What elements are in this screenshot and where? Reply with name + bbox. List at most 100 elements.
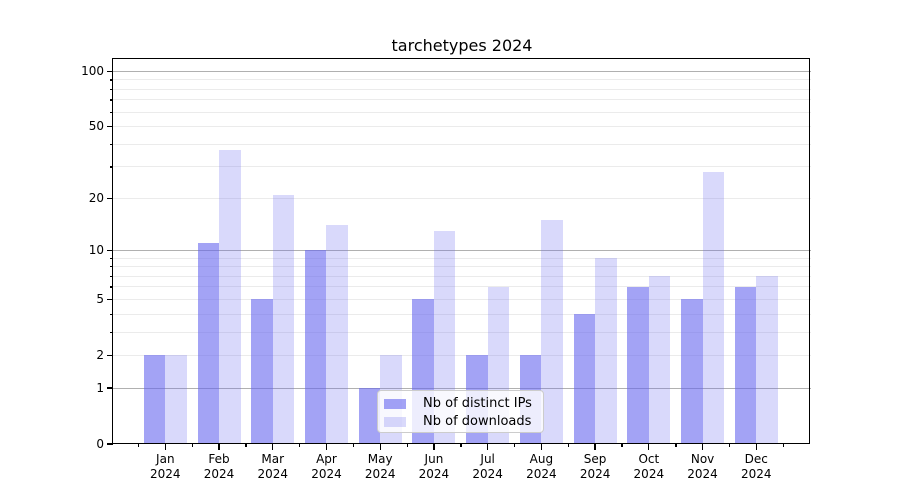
y-tick-label-1: 1 bbox=[96, 380, 104, 395]
y-gridline-minor bbox=[113, 166, 811, 168]
bar-distinct-ips-apr bbox=[304, 250, 327, 444]
y-tick bbox=[107, 443, 113, 445]
y-tick-minor bbox=[109, 313, 113, 315]
y-tick-label-10: 10 bbox=[88, 242, 104, 257]
x-label-year: 2024 bbox=[633, 467, 665, 481]
bar-downloads-feb bbox=[219, 150, 241, 444]
y-tick bbox=[107, 354, 113, 356]
x-tick bbox=[487, 444, 489, 450]
y-tick-minor bbox=[109, 99, 113, 101]
bar-downloads-apr bbox=[326, 225, 348, 444]
x-label-month: Aug bbox=[529, 452, 554, 466]
x-tick-label-sep: Sep 2024 bbox=[567, 452, 623, 482]
x-tick-minor bbox=[299, 444, 301, 447]
x-label-month: Dec bbox=[744, 452, 768, 466]
x-tick-minor bbox=[406, 444, 408, 447]
legend-label-downloads: Nb of downloads bbox=[423, 414, 532, 429]
x-label-month: Jul bbox=[480, 452, 495, 466]
bar-downloads-dec bbox=[756, 276, 778, 444]
x-tick-label-jan: Jan 2024 bbox=[137, 452, 193, 482]
y-tick-minor bbox=[109, 143, 113, 146]
y-tick-label-2: 2 bbox=[96, 347, 104, 362]
y-gridline-minor bbox=[113, 275, 811, 277]
x-label-year: 2024 bbox=[150, 467, 181, 481]
x-label-month: Jun bbox=[424, 452, 444, 466]
bar-distinct-ips-may bbox=[358, 388, 381, 444]
y-tick-minor bbox=[109, 331, 113, 333]
legend-label-distinct-ips: Nb of distinct IPs bbox=[423, 396, 532, 411]
x-tick bbox=[540, 444, 543, 450]
x-tick bbox=[325, 444, 328, 450]
bar-downloads-oct bbox=[648, 276, 671, 444]
legend-swatch-downloads bbox=[384, 417, 406, 427]
x-label-month: Mar bbox=[261, 452, 285, 466]
x-tick bbox=[648, 444, 650, 450]
legend-entry-downloads: Nb of downloads bbox=[378, 413, 543, 431]
y-gridline-minor bbox=[113, 331, 811, 333]
y-tick-minor bbox=[109, 88, 113, 91]
y-gridline-minor bbox=[113, 79, 811, 81]
x-tick bbox=[164, 444, 166, 450]
y-tick-label-100: 100 bbox=[81, 64, 104, 79]
x-tick bbox=[755, 444, 757, 450]
y-tick bbox=[107, 126, 113, 128]
bar-distinct-ips-feb bbox=[197, 243, 220, 444]
x-label-month: Apr bbox=[316, 452, 337, 466]
x-tick-label-jun: Jun 2024 bbox=[406, 452, 462, 482]
bar-distinct-ips-oct bbox=[627, 286, 649, 444]
y-gridline-major bbox=[113, 71, 811, 73]
bar-downloads-mar bbox=[272, 194, 295, 444]
x-tick-label-may: May 2024 bbox=[352, 452, 408, 482]
y-tick-minor bbox=[109, 79, 113, 81]
y-tick bbox=[107, 387, 113, 389]
bar-distinct-ips-dec bbox=[734, 286, 757, 444]
y-tick bbox=[107, 197, 113, 199]
x-tick-label-dec: Dec 2024 bbox=[728, 452, 784, 482]
bar-distinct-ips-sep bbox=[573, 314, 596, 444]
x-label-year: 2024 bbox=[579, 467, 611, 481]
y-gridline-minor bbox=[113, 126, 811, 128]
x-tick-minor bbox=[245, 444, 247, 447]
bar-downloads-aug bbox=[541, 220, 563, 444]
x-label-year: 2024 bbox=[364, 467, 396, 481]
x-tick-minor bbox=[728, 444, 731, 447]
x-label-year: 2024 bbox=[687, 467, 718, 481]
chart-title: tarchetypes 2024 bbox=[391, 36, 533, 55]
x-tick-label-mar: Mar 2024 bbox=[245, 452, 301, 482]
y-tick-minor bbox=[109, 111, 113, 114]
x-tick bbox=[594, 444, 596, 450]
bar-distinct-ips-nov bbox=[681, 299, 703, 444]
y-gridline-major bbox=[113, 249, 811, 251]
bar-distinct-ips-jan bbox=[143, 355, 166, 444]
x-label-month: Jan bbox=[156, 452, 175, 466]
y-tick-minor bbox=[109, 275, 113, 277]
x-tick bbox=[218, 444, 220, 450]
x-tick-minor bbox=[460, 444, 462, 447]
x-tick bbox=[433, 444, 435, 450]
legend-entry-distinct-ips: Nb of distinct IPs bbox=[378, 395, 543, 413]
x-tick-label-aug: Aug 2024 bbox=[513, 452, 569, 482]
y-tick bbox=[107, 298, 113, 301]
x-tick-minor bbox=[675, 444, 677, 447]
x-label-year: 2024 bbox=[203, 467, 235, 481]
bar-distinct-ips-mar bbox=[251, 299, 273, 444]
y-gridline-minor bbox=[113, 354, 811, 356]
y-tick bbox=[107, 249, 113, 252]
y-tick-minor bbox=[109, 286, 113, 288]
bar-downloads-jan bbox=[165, 355, 187, 444]
y-gridline-minor bbox=[113, 99, 811, 101]
y-gridline-minor bbox=[113, 257, 811, 259]
y-tick-minor bbox=[109, 266, 113, 268]
x-tick-label-apr: Apr 2024 bbox=[298, 452, 354, 482]
legend: Nb of distinct IPs Nb of downloads bbox=[377, 390, 544, 433]
x-label-year: 2024 bbox=[257, 467, 289, 481]
y-gridline-minor bbox=[113, 88, 811, 90]
x-tick-minor bbox=[621, 444, 623, 447]
x-tick-label-nov: Nov 2024 bbox=[675, 452, 731, 482]
y-gridline-major bbox=[113, 387, 811, 389]
y-gridline-minor bbox=[113, 286, 811, 288]
x-tick bbox=[379, 444, 381, 450]
x-label-month: Feb bbox=[208, 452, 230, 466]
x-tick bbox=[272, 444, 274, 450]
x-label-year: 2024 bbox=[741, 467, 772, 481]
